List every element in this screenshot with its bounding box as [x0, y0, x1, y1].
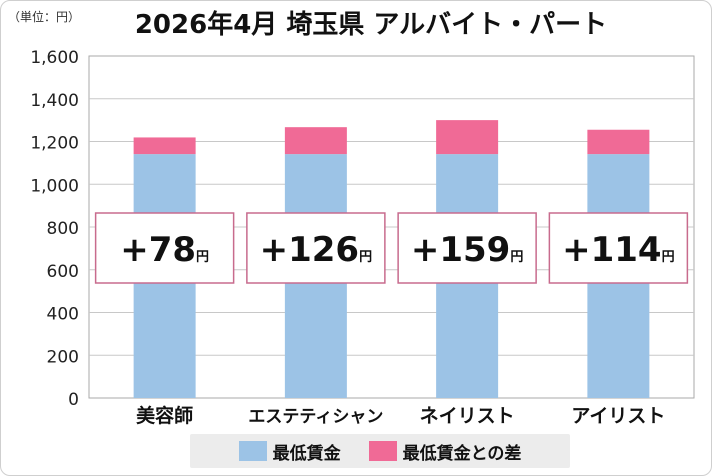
diff-annotation-label: +78円: [120, 230, 209, 270]
unit-label: （単位：円）: [8, 10, 81, 24]
y-tick-label: 200: [47, 347, 79, 367]
x-category-label: 美容師: [136, 404, 193, 427]
legend-swatch-base: [238, 441, 267, 461]
bar-diff: [284, 127, 347, 155]
diff-annotation-label: +159円: [411, 230, 523, 270]
diff-annotation-box: [548, 212, 689, 284]
bar-diff: [436, 120, 499, 155]
y-tick-label: 1,400: [30, 91, 79, 111]
y-tick-label: 1,000: [30, 176, 79, 196]
legend-label-base: 最低賃金: [272, 443, 341, 464]
x-category-label: ネイリスト: [420, 405, 515, 427]
legend-item-base: 最低賃金: [238, 439, 341, 464]
y-tick-label: 1,600: [30, 48, 79, 68]
legend-label-diff: 最低賃金との差: [402, 443, 522, 464]
y-tick-label: 400: [47, 305, 79, 325]
legend: 最低賃金 最低賃金との差: [190, 434, 570, 468]
diff-annotation-box: [397, 212, 537, 284]
diff-annotation-box: [246, 212, 386, 284]
bar-diff: [587, 129, 650, 155]
y-tick-label: 600: [47, 262, 79, 282]
diff-annotation-label: +126円: [260, 230, 372, 270]
x-category-label: アイリスト: [571, 405, 665, 427]
diff-annotation-box: [94, 212, 235, 284]
x-category-label: エステティシャン: [248, 407, 383, 427]
y-tick-label: 1,200: [30, 134, 79, 154]
legend-item-diff: 最低賃金との差: [368, 439, 522, 464]
legend-swatch-diff: [368, 441, 397, 461]
y-tick-label: 0: [68, 390, 79, 410]
y-tick-label: 800: [47, 219, 79, 239]
chart-title: 2026年4月 埼玉県 アルバイト・パート: [134, 10, 608, 40]
diff-annotation-label: +114円: [562, 230, 674, 270]
bar-diff: [133, 137, 196, 155]
